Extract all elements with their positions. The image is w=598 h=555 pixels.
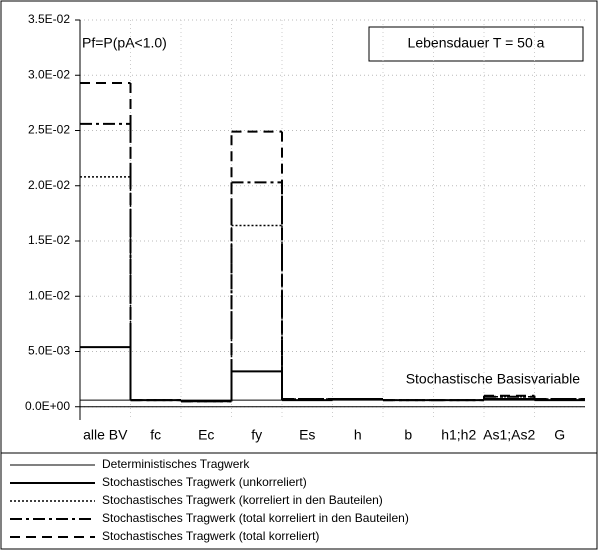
y-tick-label: 0.0E+00 [25, 399, 70, 413]
legend-label: Stochastisches Tragwerk (total korrelier… [102, 511, 409, 525]
x-tick-label: As1;As2 [483, 427, 535, 443]
y-tick-label: 1.5E-02 [28, 233, 70, 247]
legend-label: Stochastisches Tragwerk (korreliert in d… [102, 493, 383, 507]
x-tick-label: fc [150, 427, 161, 443]
x-tick-label: Ec [198, 427, 214, 443]
annotation: Pf=P(pA<1.0) [82, 35, 167, 51]
y-tick-label: 2.0E-02 [28, 178, 70, 192]
y-tick-label: 5.0E-03 [28, 344, 70, 358]
y-tick-label: 3.0E-02 [28, 67, 70, 81]
x-tick-label: fy [251, 427, 262, 443]
x-tick-label: b [404, 427, 412, 443]
y-tick-label: 3.5E-02 [28, 12, 70, 26]
legend-label: Stochastisches Tragwerk (total korrelier… [102, 529, 319, 543]
annotation: Lebensdauer T = 50 a [408, 35, 545, 51]
y-tick-label: 2.5E-02 [28, 123, 70, 137]
legend-label: Deterministisches Tragwerk [102, 457, 250, 471]
x-tick-label: alle BV [83, 427, 128, 443]
x-tick-label: Es [299, 427, 315, 443]
x-tick-label: h [354, 427, 362, 443]
x-tick-label: h1;h2 [441, 427, 476, 443]
annotation: Stochastische Basisvariable [406, 371, 581, 387]
legend-label: Stochastisches Tragwerk (unkorreliert) [102, 475, 307, 489]
annotation-box [368, 26, 584, 62]
y-tick-label: 1.0E-02 [28, 288, 70, 302]
x-tick-label: G [554, 427, 565, 443]
